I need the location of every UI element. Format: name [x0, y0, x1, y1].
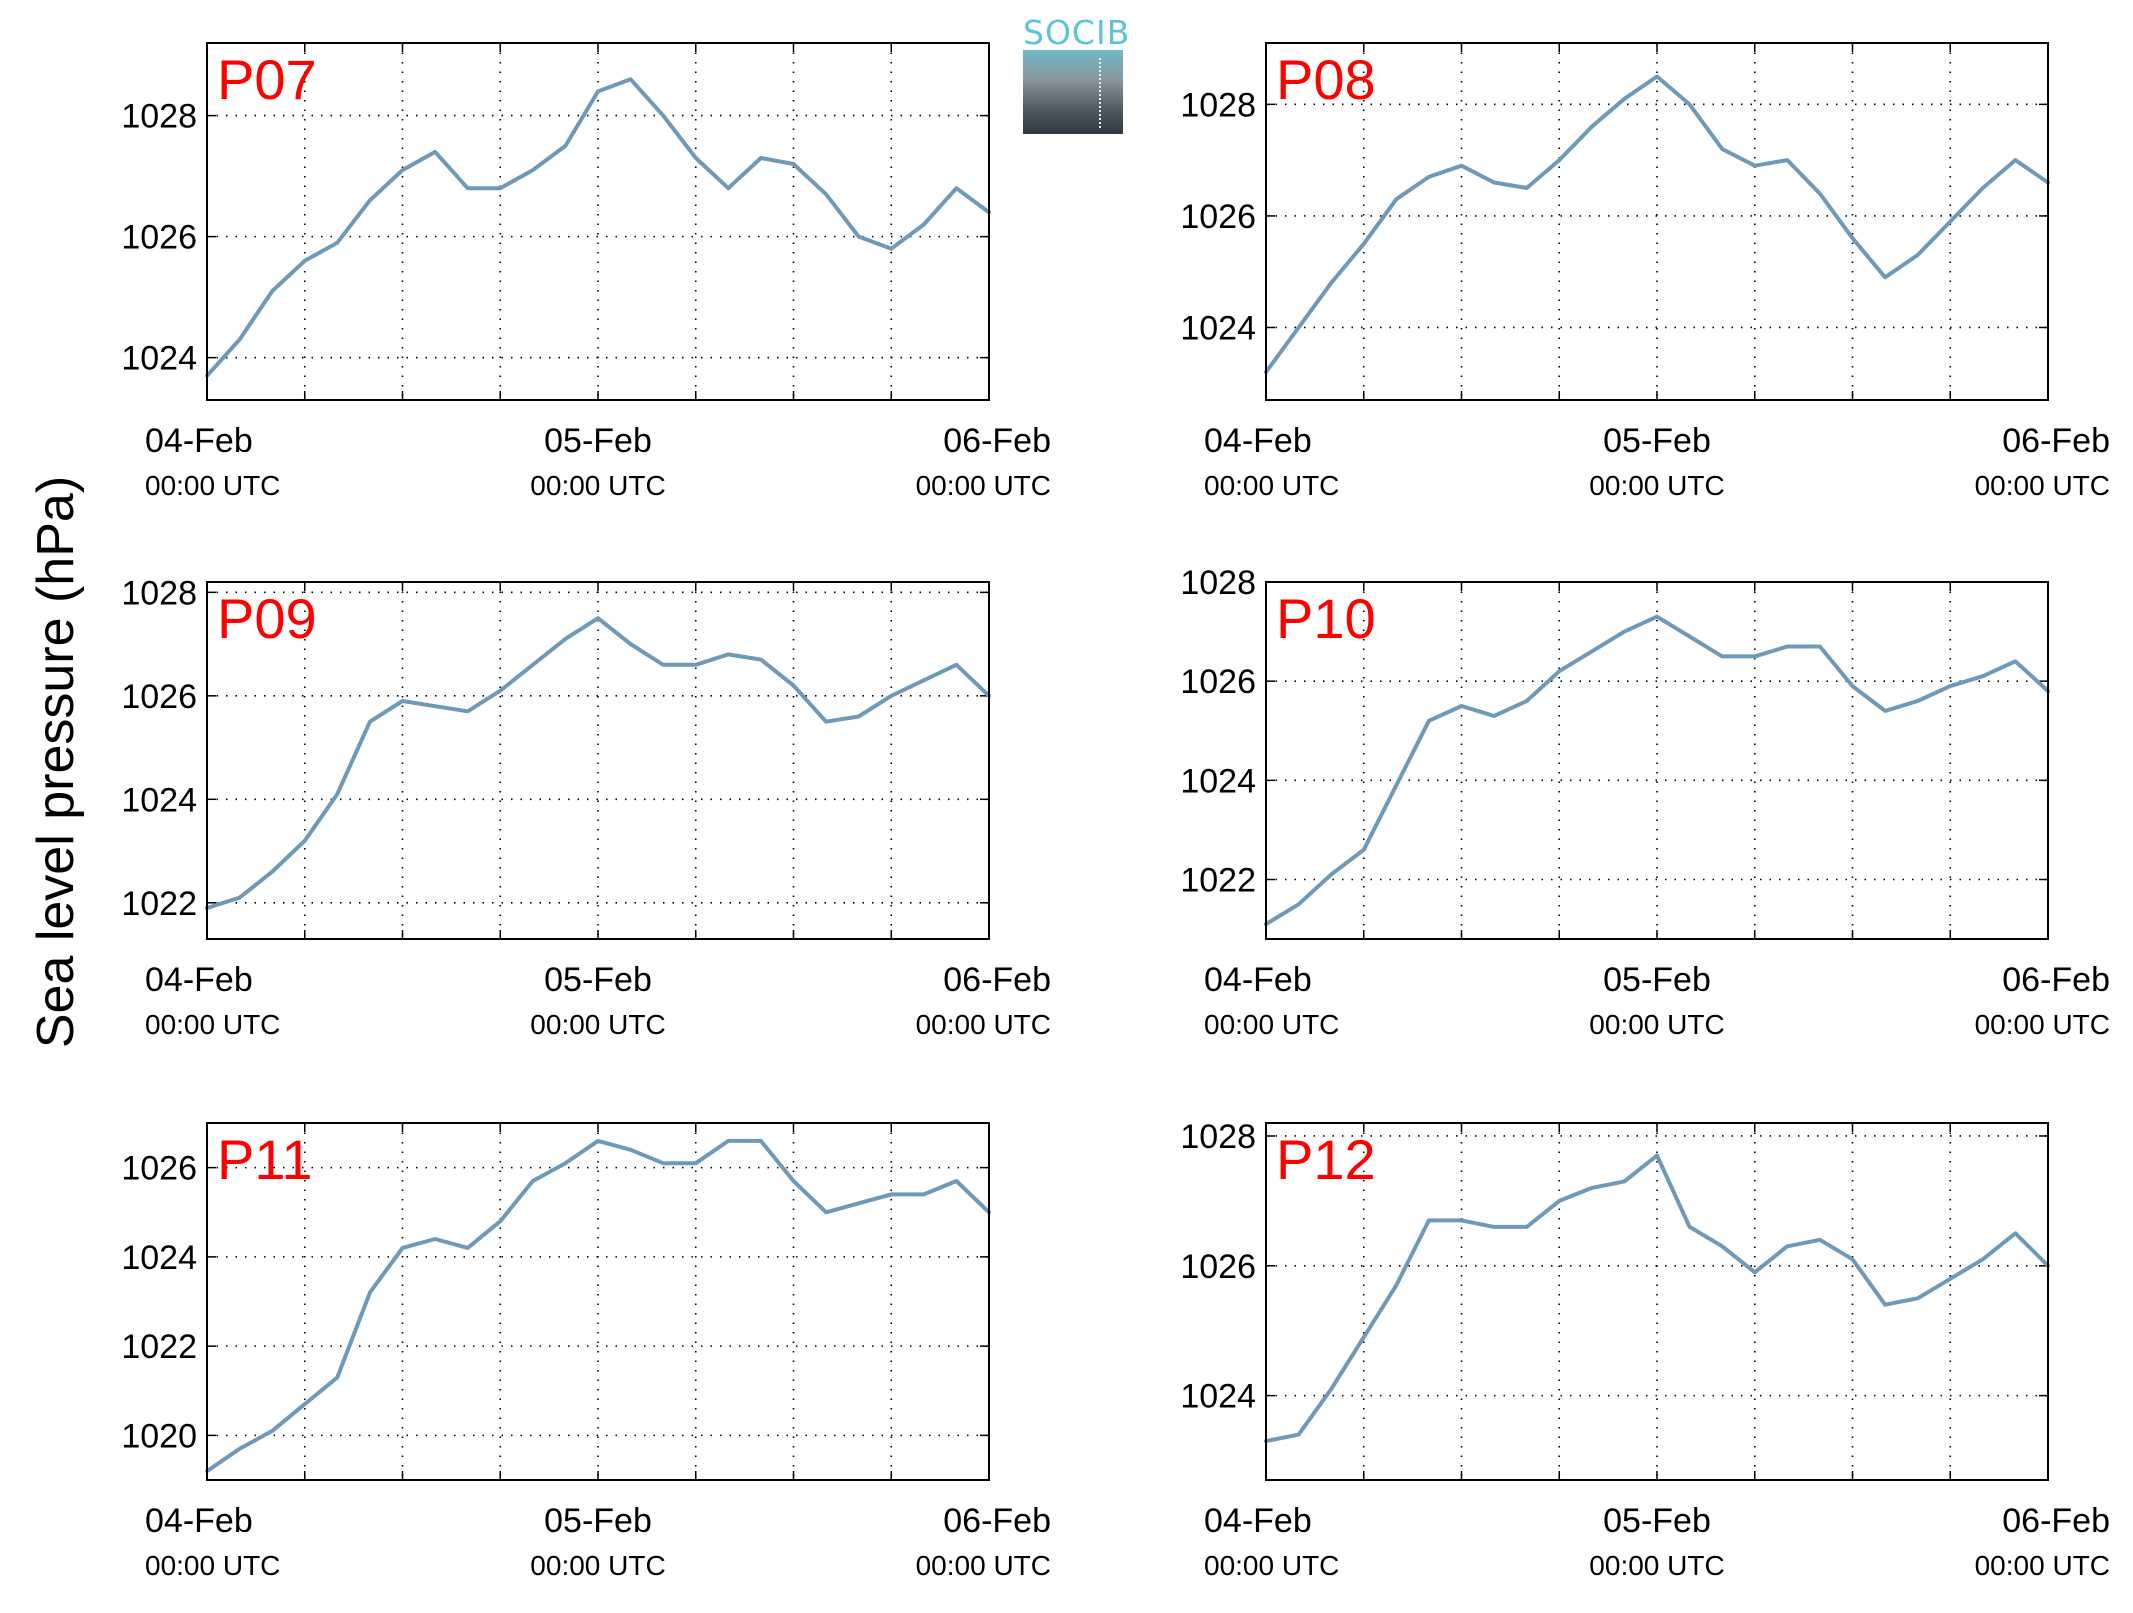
- x-tick-label-time: 00:00 UTC: [145, 1550, 280, 1581]
- x-tick-label-date: 05-Feb: [1603, 1502, 1711, 1540]
- x-tick-label-time: 00:00 UTC: [1975, 1009, 2110, 1040]
- station-label: P10: [1276, 587, 1376, 650]
- x-tick-label-time: 00:00 UTC: [1204, 470, 1339, 501]
- y-tick-label: 1026: [121, 219, 197, 257]
- x-tick-label-date: 06-Feb: [943, 1502, 1051, 1540]
- station-label: P07: [217, 48, 317, 111]
- x-tick-label-date: 06-Feb: [943, 961, 1051, 999]
- pressure-series-line: [205, 1138, 991, 1474]
- pressure-series-line: [1264, 74, 2050, 375]
- x-tick-label-time: 00:00 UTC: [1589, 1550, 1724, 1581]
- x-tick-label-time: 00:00 UTC: [1589, 470, 1724, 501]
- y-tick-label: 1022: [1180, 862, 1256, 900]
- y-tick-label: 1024: [1180, 309, 1256, 347]
- x-tick-label-time: 00:00 UTC: [1204, 1550, 1339, 1581]
- socib-logo: SOCIB: [1023, 13, 1131, 134]
- x-tick-label-date: 04-Feb: [1204, 961, 1312, 999]
- y-tick-label: 1026: [1180, 663, 1256, 701]
- y-tick-label: 1028: [1180, 564, 1256, 602]
- y-tick-label: 1026: [121, 678, 197, 716]
- x-tick-label-time: 00:00 UTC: [530, 1009, 665, 1040]
- x-tick-label-time: 00:00 UTC: [530, 470, 665, 501]
- logo-graphic: [1023, 50, 1123, 134]
- pressure-series-line: [1264, 1153, 2050, 1444]
- y-tick-label: 1024: [1180, 762, 1256, 800]
- axes-frame: [1265, 42, 2049, 401]
- x-tick-label-time: 00:00 UTC: [145, 1009, 280, 1040]
- x-tick-label-date: 05-Feb: [544, 961, 652, 999]
- y-tick-label: 1024: [121, 781, 197, 819]
- station-label: P09: [217, 587, 317, 650]
- y-tick-label: 1028: [121, 98, 197, 136]
- y-tick-label: 1028: [1180, 1118, 1256, 1156]
- axes-frame: [206, 581, 990, 940]
- x-tick-label-date: 04-Feb: [145, 422, 253, 460]
- station-label: P12: [1276, 1128, 1376, 1191]
- x-tick-label-date: 06-Feb: [2002, 1502, 2110, 1540]
- y-tick-label: 1020: [121, 1417, 197, 1455]
- y-tick-label: 1026: [1180, 198, 1256, 236]
- x-tick-label-date: 04-Feb: [1204, 422, 1312, 460]
- y-tick-label: 1022: [121, 885, 197, 923]
- pressure-series-line: [205, 77, 991, 378]
- panel-p08: 1024 1026 1028 P08 04-Feb 00:00 UTC 05-Feb 00:0…: [1180, 42, 2110, 501]
- x-tick-label-date: 06-Feb: [943, 422, 1051, 460]
- station-label: P08: [1276, 48, 1376, 111]
- station-label: P11: [217, 1128, 312, 1191]
- y-tick-label: 1026: [121, 1150, 197, 1188]
- y-tick-label: 1028: [1180, 86, 1256, 124]
- x-tick-label-date: 05-Feb: [544, 422, 652, 460]
- axes-frame: [206, 42, 990, 401]
- panel-p07: 1024 1026 1028 P07 04-Feb 00:00 UTC 05-Feb 00:0…: [121, 42, 1051, 501]
- panel-p11: 1020 1022 1024 1026 P11 04-Feb 00:00 UTC 05-Feb…: [121, 1122, 1051, 1581]
- pressure-series-line: [1264, 614, 2050, 927]
- x-tick-label-date: 04-Feb: [145, 1502, 253, 1540]
- x-tick-label-date: 04-Feb: [145, 961, 253, 999]
- y-tick-label: 1028: [121, 574, 197, 612]
- x-tick-label-time: 00:00 UTC: [530, 1550, 665, 1581]
- x-tick-label-time: 00:00 UTC: [145, 470, 280, 501]
- axes-frame: [206, 1122, 990, 1481]
- y-tick-label: 1026: [1180, 1248, 1256, 1286]
- x-tick-label-date: 05-Feb: [1603, 961, 1711, 999]
- y-tick-label: 1024: [121, 1239, 197, 1277]
- y-tick-label: 1022: [121, 1328, 197, 1366]
- x-tick-label-time: 00:00 UTC: [916, 470, 1051, 501]
- axes-frame: [1265, 581, 2049, 940]
- x-tick-label-date: 05-Feb: [1603, 422, 1711, 460]
- panel-p10: 1022 1024 1026 1028 P10 04-Feb 00:00 UTC 05-Feb…: [1180, 564, 2110, 1040]
- y-axis-label: Sea level pressure (hPa): [27, 475, 85, 1049]
- x-tick-label-time: 00:00 UTC: [1975, 470, 2110, 501]
- pressure-series-line: [205, 616, 991, 910]
- x-tick-label-date: 06-Feb: [2002, 422, 2110, 460]
- y-tick-label: 1024: [121, 340, 197, 378]
- x-tick-label-time: 00:00 UTC: [1589, 1009, 1724, 1040]
- x-tick-label-date: 06-Feb: [2002, 961, 2110, 999]
- x-tick-label-time: 00:00 UTC: [916, 1009, 1051, 1040]
- panel-p09: 1022 1024 1026 1028 P09 04-Feb 00:00 UTC 05-Feb…: [121, 574, 1051, 1040]
- x-tick-label-time: 00:00 UTC: [916, 1550, 1051, 1581]
- x-tick-label-time: 00:00 UTC: [1204, 1009, 1339, 1040]
- panel-p12: 1024 1026 1028 P12 04-Feb 00:00 UTC 05-Feb 00:0…: [1180, 1118, 2110, 1581]
- x-tick-label-date: 04-Feb: [1204, 1502, 1312, 1540]
- y-tick-label: 1024: [1180, 1378, 1256, 1416]
- x-tick-label-date: 05-Feb: [544, 1502, 652, 1540]
- logo-text: SOCIB: [1023, 13, 1131, 52]
- axes-frame: [1265, 1122, 2049, 1481]
- x-tick-label-time: 00:00 UTC: [1975, 1550, 2110, 1581]
